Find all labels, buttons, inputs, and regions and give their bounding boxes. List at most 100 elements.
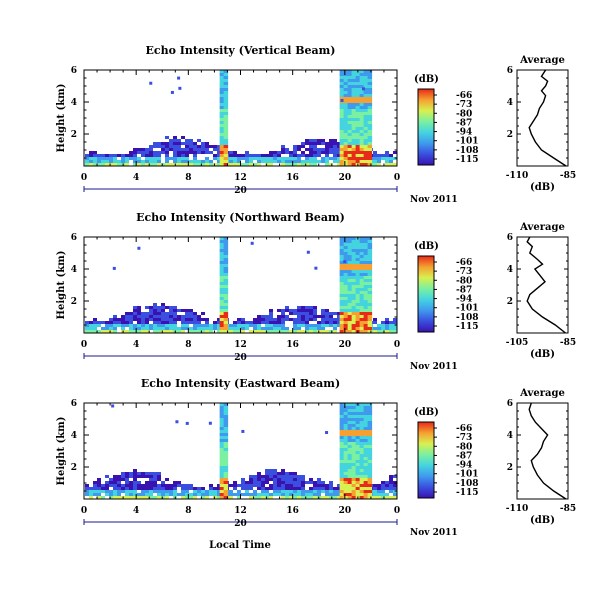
echo-cell	[257, 478, 261, 481]
echo-cell	[219, 493, 225, 496]
echo-cell	[145, 321, 149, 324]
echo-cell	[343, 79, 349, 82]
echo-cell	[173, 309, 177, 312]
echo-cell	[223, 246, 229, 249]
echo-cell	[359, 273, 365, 276]
echo-cell	[209, 484, 213, 487]
echo-cell	[363, 478, 369, 481]
echo-cell	[359, 115, 365, 118]
echo-cell	[329, 318, 333, 321]
echo-cell	[223, 252, 229, 255]
echo-cell	[177, 160, 181, 163]
echo-cell	[125, 324, 129, 327]
colorbar-tick-label: -101	[456, 470, 479, 480]
echo-cell	[219, 94, 225, 97]
echo-cell	[185, 321, 189, 324]
echo-cell	[351, 436, 357, 439]
echo-cell	[223, 475, 229, 478]
echo-cell	[337, 324, 341, 327]
echo-cell	[339, 130, 345, 133]
echo-cell	[129, 493, 133, 496]
echo-cell	[343, 139, 349, 142]
echo-cell	[359, 85, 365, 88]
echo-cell	[281, 148, 285, 151]
echo-cell	[321, 160, 325, 163]
echo-cell	[113, 487, 117, 490]
echo-cell	[367, 315, 373, 318]
echo-cell	[373, 154, 377, 157]
echo-cell	[237, 318, 241, 321]
echo-cell	[223, 418, 229, 421]
echo-cell	[347, 309, 353, 312]
echo-cell	[219, 100, 225, 103]
echo-cell	[217, 324, 221, 327]
x-tick-label: 4	[133, 340, 139, 350]
echo-cell	[229, 493, 233, 496]
echo-cell	[355, 82, 361, 85]
echo-cell	[293, 330, 297, 333]
echo-cell	[149, 327, 153, 330]
echo-cell	[223, 409, 229, 412]
echo-cell	[169, 315, 173, 318]
echo-cell	[165, 324, 169, 327]
echo-cell	[347, 424, 353, 427]
echo-cell	[181, 154, 185, 157]
echo-cell	[363, 460, 369, 463]
echo-cell	[367, 454, 373, 457]
echo-cell	[339, 484, 345, 487]
echo-cell	[219, 163, 225, 166]
echo-cell	[133, 493, 137, 496]
echo-cell	[149, 493, 153, 496]
echo-cell	[321, 312, 325, 315]
echo-cell	[178, 86, 182, 90]
echo-cell	[153, 487, 157, 490]
echo-cell	[269, 496, 273, 499]
echo-cell	[347, 249, 353, 252]
echo-cell	[367, 409, 373, 412]
echo-cell	[363, 327, 369, 330]
echo-cell	[245, 493, 249, 496]
echo-cell	[367, 466, 373, 469]
colorbar-tick-label: -101	[456, 137, 479, 147]
echo-cell	[329, 157, 333, 160]
echo-cell	[309, 163, 313, 166]
echo-cell	[355, 327, 361, 330]
echo-cell	[169, 142, 173, 145]
echo-cell	[351, 118, 357, 121]
echo-cell	[219, 457, 225, 460]
echo-cell	[137, 496, 141, 499]
echo-cell	[347, 160, 353, 163]
echo-cell	[313, 493, 317, 496]
echo-cell	[339, 478, 345, 481]
echo-cell	[223, 285, 229, 288]
echo-cell	[355, 481, 361, 484]
echo-cell	[337, 157, 341, 160]
echo-cell	[351, 157, 357, 160]
echo-cell	[249, 484, 253, 487]
echo-cell	[313, 496, 317, 499]
echo-cell	[125, 487, 129, 490]
echo-cell	[355, 136, 361, 139]
echo-cell	[229, 324, 233, 327]
echo-cell	[293, 472, 297, 475]
echo-cell	[249, 481, 253, 484]
echo-cell	[223, 324, 229, 327]
echo-cell	[351, 439, 357, 442]
echo-cell	[373, 163, 377, 166]
y-axis: 246	[71, 66, 397, 167]
echo-cell	[101, 157, 105, 160]
echo-cell	[293, 475, 297, 478]
echo-cell	[339, 85, 345, 88]
echo-cell	[355, 433, 361, 436]
echo-cell	[367, 70, 373, 73]
echo-cell	[355, 291, 361, 294]
echo-cell	[165, 312, 169, 315]
echo-cell	[285, 160, 289, 163]
echo-cell	[173, 481, 177, 484]
echo-cell	[253, 484, 257, 487]
echo-cell	[359, 484, 365, 487]
echo-cell	[339, 82, 345, 85]
echo-cell	[219, 315, 225, 318]
echo-cell	[385, 481, 389, 484]
